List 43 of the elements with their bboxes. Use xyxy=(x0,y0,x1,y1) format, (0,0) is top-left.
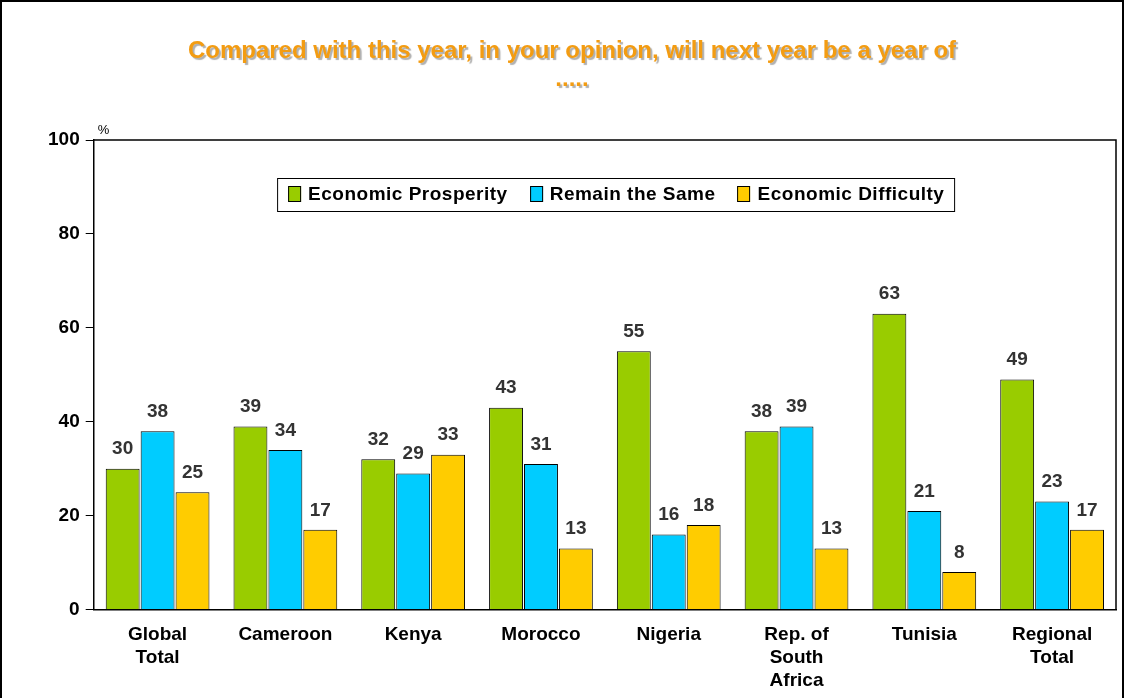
y-tick-label: 20 xyxy=(58,503,80,525)
data-label: 30 xyxy=(112,437,134,459)
data-label: 13 xyxy=(565,517,587,539)
y-tick-label: 0 xyxy=(69,597,80,619)
x-tick-label: Cameroon xyxy=(238,623,333,645)
x-tick-label: Kenya xyxy=(384,623,443,645)
legend-label: Economic Difficulty xyxy=(757,183,945,205)
data-label: 16 xyxy=(658,503,680,525)
chart-title: Compared with this year, in your opinion, will next year be a year of ..... xyxy=(186,36,958,92)
data-label: 17 xyxy=(1076,498,1098,520)
x-tick-label: Morocco xyxy=(501,623,581,645)
legend-label: Remain the Same xyxy=(549,183,716,205)
data-label: 39 xyxy=(239,395,262,417)
data-label: 21 xyxy=(913,479,936,501)
data-label: 18 xyxy=(693,493,715,515)
x-tick-label: Nigeria xyxy=(636,623,702,645)
data-label: 17 xyxy=(309,498,331,520)
data-label: 31 xyxy=(530,432,552,454)
y-tick-label: 40 xyxy=(58,409,80,431)
y-axis-title: % xyxy=(97,122,110,138)
data-label: 49 xyxy=(1006,348,1028,370)
y-tick-label: 100 xyxy=(48,128,80,150)
data-label: 34 xyxy=(274,418,297,440)
data-label: 33 xyxy=(437,423,459,445)
data-label: 29 xyxy=(402,442,424,464)
data-label: 55 xyxy=(623,320,645,342)
data-label: 25 xyxy=(181,460,204,482)
data-label: 43 xyxy=(495,376,517,398)
data-label: 38 xyxy=(147,399,169,421)
data-label: 8 xyxy=(953,540,965,562)
data-label: 23 xyxy=(1041,470,1063,492)
data-label: 32 xyxy=(367,428,389,450)
x-tick-label: Regional Total xyxy=(1011,623,1093,668)
y-tick-label: 80 xyxy=(58,222,80,244)
legend-label: Economic Prosperity xyxy=(308,183,508,205)
data-label: 63 xyxy=(878,282,900,304)
x-tick-label: Global Total xyxy=(128,623,188,668)
y-tick-label: 60 xyxy=(58,316,80,338)
data-label: 39 xyxy=(785,395,808,417)
data-label: 38 xyxy=(751,399,773,421)
x-tick-label: Tunisia xyxy=(891,623,958,645)
x-tick-label: Rep. of South Africa xyxy=(764,623,830,690)
data-label: 13 xyxy=(820,517,843,539)
